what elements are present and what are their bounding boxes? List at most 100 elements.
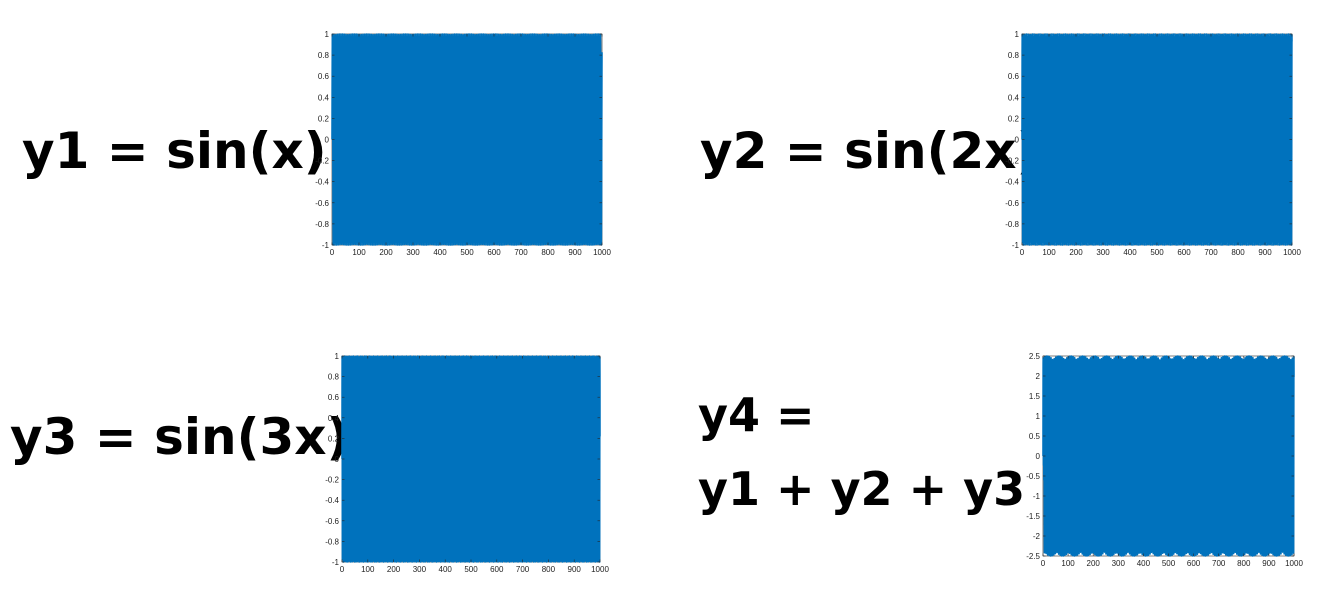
y-tick-label: -1 (1012, 241, 1020, 250)
y-tick-label: 0.2 (1008, 114, 1020, 123)
equation-y1: y1 = sin(x) (22, 122, 327, 180)
x-tick-label: 0 (1041, 559, 1046, 568)
x-tick-label: 700 (516, 565, 530, 574)
x-tick-label: 800 (1231, 248, 1245, 257)
x-tick-label: 200 (387, 565, 401, 574)
y-tick-label: -0.4 (1005, 178, 1019, 187)
y-tick-label: -0.2 (325, 476, 339, 485)
x-tick-label: 1000 (591, 565, 609, 574)
y-tick-label: -1 (1033, 492, 1041, 501)
y-tick-label: -0.6 (325, 517, 339, 526)
y-tick-label: 0 (1036, 452, 1041, 461)
series-line (1042, 355, 1295, 557)
y-tick-label: -0.4 (315, 178, 329, 187)
x-tick-label: 1000 (1285, 559, 1303, 568)
x-tick-label: 600 (490, 565, 504, 574)
x-tick-label: 900 (1262, 559, 1276, 568)
x-tick-label: 500 (1150, 248, 1164, 257)
x-tick-label: 200 (379, 248, 393, 257)
series-line (331, 33, 603, 246)
x-tick-label: 600 (487, 248, 501, 257)
x-tick-label: 200 (1087, 559, 1101, 568)
x-tick-label: 400 (1137, 559, 1151, 568)
y-tick-label: -0.8 (1005, 220, 1019, 229)
x-tick-label: 600 (1177, 248, 1191, 257)
x-tick-label: 300 (413, 565, 427, 574)
y-tick-label: -0.6 (315, 199, 329, 208)
x-tick-label: 0 (1020, 248, 1025, 257)
y-tick-label: 0.5 (1029, 432, 1041, 441)
y-tick-label: -1 (332, 558, 340, 567)
x-tick-label: 800 (1237, 559, 1251, 568)
x-tick-label: 500 (1162, 559, 1176, 568)
x-tick-label: 1000 (1283, 248, 1301, 257)
x-tick-label: 500 (464, 565, 478, 574)
x-tick-label: 900 (568, 248, 582, 257)
series-line (341, 355, 601, 563)
x-tick-label: 300 (1096, 248, 1110, 257)
y-tick-label: 0.2 (328, 434, 340, 443)
y-tick-label: 1.5 (1029, 392, 1041, 401)
equation-y4-line2: y1 + y2 + y3 (698, 462, 1026, 516)
y-tick-label: 2.5 (1029, 352, 1041, 361)
y-tick-label: -0.2 (315, 157, 329, 166)
y-tick-label: -0.5 (1026, 472, 1040, 481)
y-tick-label: 0.2 (318, 114, 330, 123)
equation-y3: y3 = sin(3x) (10, 408, 350, 466)
x-tick-label: 300 (406, 248, 420, 257)
y-tick-label: -1.5 (1026, 512, 1040, 521)
x-tick-label: 0 (340, 565, 345, 574)
y-tick-label: 0.6 (328, 393, 340, 402)
plot-y1: 0 100 200 300 400 500 600 700 800 900 1000 -1 -0.8 -0… (315, 30, 611, 257)
equation-y2: y2 = sin(2x) (700, 122, 1040, 180)
equation-y4-line1: y4 = (698, 388, 815, 442)
x-tick-label: 100 (352, 248, 366, 257)
y-tick-label: 0 (325, 136, 330, 145)
y-tick-label: -0.4 (325, 496, 339, 505)
y-tick-label: -0.8 (315, 220, 329, 229)
y-tick-label: 1 (335, 352, 340, 361)
y-tick-label: -0.6 (1005, 199, 1019, 208)
x-tick-label: 100 (1042, 248, 1056, 257)
x-tick-label: 800 (542, 565, 556, 574)
y-tick-label: 0.8 (318, 51, 330, 60)
x-tick-label: 200 (1069, 248, 1083, 257)
x-tick-label: 900 (568, 565, 582, 574)
plot-y4: 0 100 200 300 400 500 600 700 800 900 1000 -2.5 -2 -1… (1026, 352, 1303, 568)
x-tick-label: 700 (1212, 559, 1226, 568)
x-tick-label: 100 (1061, 559, 1075, 568)
y-tick-label: -0.2 (1005, 157, 1019, 166)
y-tick-label: 2 (1036, 372, 1041, 381)
x-tick-label: 700 (514, 248, 528, 257)
x-tick-label: 1000 (593, 248, 611, 257)
x-tick-label: 900 (1258, 248, 1272, 257)
y-tick-label: 0.4 (328, 414, 340, 423)
y-tick-label: 0.4 (318, 93, 330, 102)
y-tick-label: 0.4 (1008, 93, 1020, 102)
series-line (1021, 33, 1293, 246)
y-tick-label: 0.8 (328, 373, 340, 382)
x-tick-label: 400 (1123, 248, 1137, 257)
x-tick-label: 500 (460, 248, 474, 257)
x-tick-label: 300 (1112, 559, 1126, 568)
y-tick-label: -2.5 (1026, 552, 1040, 561)
y-tick-label: 1 (1015, 30, 1020, 39)
y-tick-label: 0 (335, 455, 340, 464)
x-tick-label: 800 (541, 248, 555, 257)
plot-y2: 0 100 200 300 400 500 600 700 800 900 1000 -1 -0.8 -0… (1005, 30, 1301, 257)
x-tick-label: 400 (433, 248, 447, 257)
y-tick-label: -1 (322, 241, 330, 250)
x-tick-label: 400 (439, 565, 453, 574)
x-tick-label: 100 (361, 565, 375, 574)
plot-y3: 0 100 200 300 400 500 600 700 800 900 1000 -1 -0.8 -0… (325, 352, 609, 574)
y-tick-label: 0.6 (318, 72, 330, 81)
y-tick-label: -2 (1033, 532, 1041, 541)
y-tick-label: 1 (325, 30, 330, 39)
y-tick-label: 1 (1036, 412, 1041, 421)
x-tick-label: 600 (1187, 559, 1201, 568)
x-tick-label: 700 (1204, 248, 1218, 257)
y-tick-label: 0.8 (1008, 51, 1020, 60)
y-tick-label: 0 (1015, 136, 1020, 145)
y-tick-label: -0.8 (325, 537, 339, 546)
x-tick-label: 0 (330, 248, 335, 257)
